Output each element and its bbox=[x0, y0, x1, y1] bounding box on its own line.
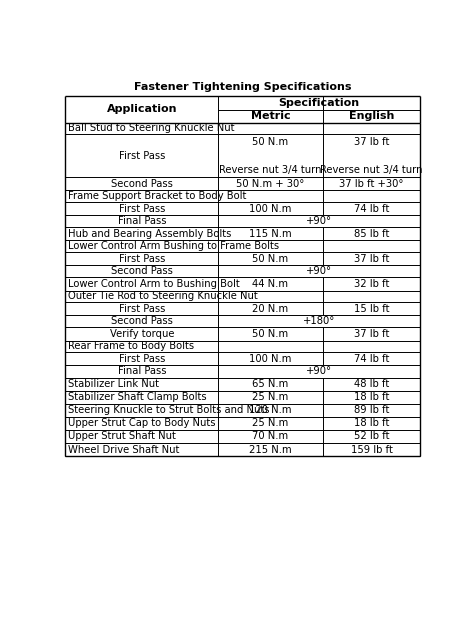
Text: +90°: +90° bbox=[306, 266, 332, 276]
Text: Reverse nut 3/4 turn: Reverse nut 3/4 turn bbox=[219, 166, 322, 176]
Text: Lower Control Arm Bushing to Frame Bolts: Lower Control Arm Bushing to Frame Bolts bbox=[68, 241, 279, 252]
Text: Wheel Drive Shaft Nut: Wheel Drive Shaft Nut bbox=[68, 444, 179, 454]
Text: Metric: Metric bbox=[251, 111, 290, 121]
Text: Application: Application bbox=[107, 104, 177, 114]
Text: First Pass: First Pass bbox=[118, 253, 165, 263]
Text: 44 N.m: 44 N.m bbox=[253, 279, 289, 289]
Text: 115 N.m: 115 N.m bbox=[249, 229, 292, 239]
Text: 65 N.m: 65 N.m bbox=[252, 379, 289, 389]
Text: 25 N.m: 25 N.m bbox=[252, 392, 289, 402]
Text: +90°: +90° bbox=[306, 366, 332, 376]
Text: Second Pass: Second Pass bbox=[111, 179, 173, 189]
Text: 20 N.m: 20 N.m bbox=[252, 303, 289, 313]
Text: Upper Strut Cap to Body Nuts: Upper Strut Cap to Body Nuts bbox=[68, 418, 215, 428]
Text: +180°: +180° bbox=[303, 316, 336, 326]
Text: Verify torque: Verify torque bbox=[109, 329, 174, 339]
Text: Rear Frame to Body Bolts: Rear Frame to Body Bolts bbox=[68, 341, 194, 352]
Text: +90°: +90° bbox=[306, 216, 332, 226]
Text: Final Pass: Final Pass bbox=[118, 366, 166, 376]
Text: Reverse nut 3/4 turn: Reverse nut 3/4 turn bbox=[320, 166, 423, 176]
Text: 48 lb ft: 48 lb ft bbox=[354, 379, 389, 389]
Text: Second Pass: Second Pass bbox=[111, 266, 173, 276]
Text: 74 lb ft: 74 lb ft bbox=[354, 203, 389, 214]
Text: 215 N.m: 215 N.m bbox=[249, 444, 292, 454]
Text: 70 N.m: 70 N.m bbox=[252, 431, 289, 441]
Text: Stabilizer Link Nut: Stabilizer Link Nut bbox=[68, 379, 159, 389]
Text: Hub and Bearing Assembly Bolts: Hub and Bearing Assembly Bolts bbox=[68, 229, 231, 239]
Text: 37 lb ft: 37 lb ft bbox=[354, 329, 389, 339]
Text: Specification: Specification bbox=[279, 98, 360, 108]
Text: Frame Support Bracket to Body Bolt: Frame Support Bracket to Body Bolt bbox=[68, 191, 246, 201]
Text: 159 lb ft: 159 lb ft bbox=[351, 444, 392, 454]
Text: 100 N.m: 100 N.m bbox=[249, 353, 292, 363]
Text: Lower Control Arm to Bushing Bolt: Lower Control Arm to Bushing Bolt bbox=[68, 279, 239, 289]
Text: English: English bbox=[349, 111, 394, 121]
Text: 37 lb ft: 37 lb ft bbox=[354, 137, 389, 147]
Text: 89 lb ft: 89 lb ft bbox=[354, 405, 389, 415]
Text: Upper Strut Shaft Nut: Upper Strut Shaft Nut bbox=[68, 431, 176, 441]
Text: 37 lb ft: 37 lb ft bbox=[354, 253, 389, 263]
Text: 100 N.m: 100 N.m bbox=[249, 203, 292, 214]
Text: Second Pass: Second Pass bbox=[111, 316, 173, 326]
Text: First Pass: First Pass bbox=[118, 151, 165, 161]
Text: Fastener Tightening Specifications: Fastener Tightening Specifications bbox=[134, 82, 352, 92]
Text: 18 lb ft: 18 lb ft bbox=[354, 418, 389, 428]
Text: 120 N.m: 120 N.m bbox=[249, 405, 292, 415]
Text: Ball Stud to Steering Knuckle Nut: Ball Stud to Steering Knuckle Nut bbox=[68, 124, 234, 133]
Text: 85 lb ft: 85 lb ft bbox=[354, 229, 389, 239]
Text: 50 N.m: 50 N.m bbox=[252, 253, 289, 263]
Text: 74 lb ft: 74 lb ft bbox=[354, 353, 389, 363]
Text: First Pass: First Pass bbox=[118, 203, 165, 214]
Text: First Pass: First Pass bbox=[118, 353, 165, 363]
Text: 32 lb ft: 32 lb ft bbox=[354, 279, 389, 289]
Text: 25 N.m: 25 N.m bbox=[252, 418, 289, 428]
Text: Steering Knuckle to Strut Bolts and Nuts: Steering Knuckle to Strut Bolts and Nuts bbox=[68, 405, 269, 415]
Text: First Pass: First Pass bbox=[118, 303, 165, 313]
Text: 50 N.m: 50 N.m bbox=[252, 137, 289, 147]
Text: 50 N.m + 30°: 50 N.m + 30° bbox=[236, 179, 305, 189]
Text: 50 N.m: 50 N.m bbox=[252, 329, 289, 339]
Text: Stabilizer Shaft Clamp Bolts: Stabilizer Shaft Clamp Bolts bbox=[68, 392, 206, 402]
Text: 15 lb ft: 15 lb ft bbox=[354, 303, 389, 313]
Text: 37 lb ft +30°: 37 lb ft +30° bbox=[339, 179, 404, 189]
Text: Final Pass: Final Pass bbox=[118, 216, 166, 226]
Text: Outer Tie Rod to Steering Knuckle Nut: Outer Tie Rod to Steering Knuckle Nut bbox=[68, 291, 257, 302]
Text: 52 lb ft: 52 lb ft bbox=[354, 431, 389, 441]
Text: 18 lb ft: 18 lb ft bbox=[354, 392, 389, 402]
